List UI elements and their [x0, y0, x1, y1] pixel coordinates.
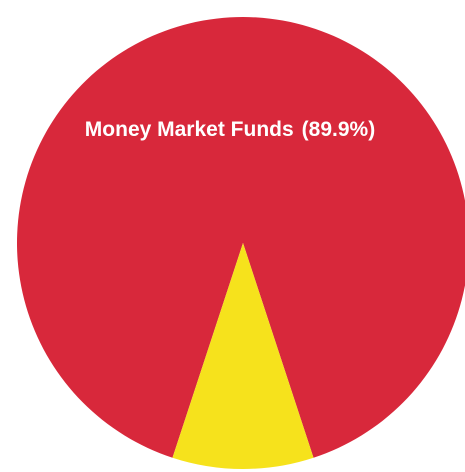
value-label: (89.9%)	[302, 118, 376, 141]
labels: Money Market Funds (89.9%)	[85, 118, 375, 141]
slices	[17, 16, 465, 469]
slice-label: Money Market Funds (89.9%)	[85, 118, 375, 141]
pie-slice	[172, 243, 314, 469]
pie-slice	[17, 16, 465, 458]
category-label: Money Market Funds	[85, 118, 294, 141]
